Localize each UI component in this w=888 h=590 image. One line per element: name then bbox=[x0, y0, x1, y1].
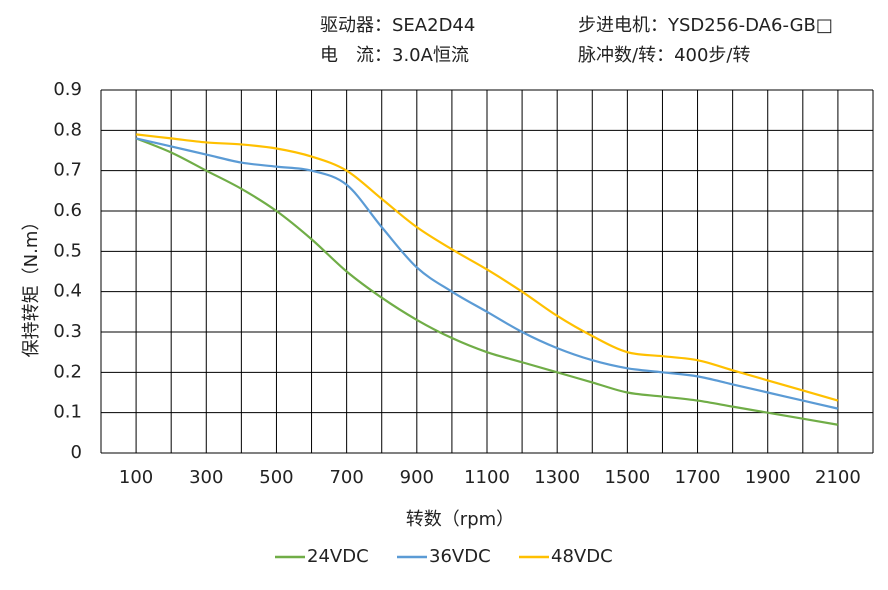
series-line bbox=[135, 133, 839, 402]
x-tick-label: 1700 bbox=[675, 467, 721, 488]
legend-label: 48VDC bbox=[551, 546, 613, 567]
x-axis-label: 转数（rpm） bbox=[406, 509, 514, 530]
y-tick-label: 0.4 bbox=[53, 281, 82, 302]
y-tick-label: 0.6 bbox=[53, 200, 82, 221]
header-text: 驱动器：SEA2D44 bbox=[320, 15, 475, 36]
x-tick-label: 700 bbox=[329, 467, 363, 488]
y-tick-label: 0.9 bbox=[53, 79, 82, 100]
x-tick-label: 900 bbox=[400, 467, 434, 488]
y-axis-label: 保持转矩（N.m） bbox=[21, 213, 42, 358]
header-text: 步进电机：YSD256-DA6-GB□ bbox=[578, 15, 833, 36]
legend-label: 36VDC bbox=[429, 546, 491, 567]
header-text: 脉冲数/转：400步/转 bbox=[578, 45, 751, 66]
y-tick-label: 0.5 bbox=[53, 240, 82, 261]
x-tick-label: 500 bbox=[259, 467, 293, 488]
y-tick-label: 0.8 bbox=[53, 119, 82, 140]
x-tick-label: 1100 bbox=[464, 467, 510, 488]
x-tick-label: 300 bbox=[189, 467, 223, 488]
y-tick-label: 0.1 bbox=[53, 402, 82, 423]
y-tick-label: 0.7 bbox=[53, 160, 82, 181]
y-tick-label: 0.3 bbox=[53, 321, 82, 342]
x-tick-label: 100 bbox=[119, 467, 153, 488]
series-line bbox=[135, 137, 839, 426]
y-tick-label: 0 bbox=[71, 442, 82, 463]
header-text: 电 流：3.0A恒流 bbox=[320, 45, 469, 66]
series-line bbox=[135, 137, 839, 410]
legend-label: 24VDC bbox=[307, 546, 369, 567]
x-tick-label: 1300 bbox=[534, 467, 580, 488]
x-tick-label: 1900 bbox=[745, 467, 791, 488]
x-tick-label: 1500 bbox=[604, 467, 650, 488]
y-tick-label: 0.2 bbox=[53, 361, 82, 382]
x-tick-label: 2100 bbox=[815, 467, 861, 488]
